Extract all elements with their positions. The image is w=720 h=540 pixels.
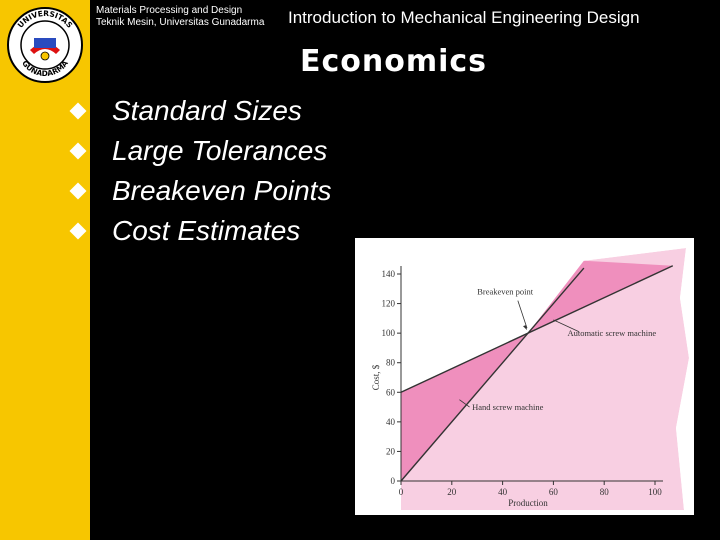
y-axis-label: Cost, $ <box>371 364 381 390</box>
automatic-arrow <box>553 319 579 333</box>
breakeven-chart-svg: 0 20 40 60 80 100 120 140 0 20 40 60 80 100 Production… <box>371 238 694 515</box>
bullet-text: Breakeven Points <box>112 175 332 206</box>
x-tick-label: 100 <box>648 487 662 497</box>
presentation-title: Introduction to Mechanical Engineering D… <box>288 8 640 27</box>
y-tick-label: 80 <box>386 358 396 368</box>
y-tick-label: 120 <box>382 299 396 309</box>
x-tick-label: 60 <box>549 487 559 497</box>
course-name: Materials Processing and Design <box>96 5 243 16</box>
slide-title: Economics <box>300 44 488 79</box>
bullet-text: Cost Estimates <box>112 215 301 246</box>
light-region <box>401 248 689 510</box>
hand-screw-arrow <box>459 399 470 408</box>
y-tick-label: 0 <box>391 476 396 486</box>
x-tick-label: 0 <box>399 487 404 497</box>
y-tick-label: 140 <box>382 269 396 279</box>
automatic-screw-machine-label: Automatic screw machine <box>567 328 656 338</box>
x-axis-label: Production <box>508 498 548 508</box>
x-tick-label: 80 <box>600 487 610 497</box>
hand-screw-machine-line <box>400 267 585 482</box>
breakeven-arrow <box>517 300 528 329</box>
y-tick-label: 60 <box>386 387 396 397</box>
breakeven-chart: 0 20 40 60 80 100 120 140 0 20 40 60 80 100 Production… <box>355 238 694 515</box>
course-header: Materials Processing and Design Teknik M… <box>96 5 264 29</box>
bullet-text: Standard Sizes <box>112 95 302 126</box>
automatic-screw-machine-line <box>400 265 674 393</box>
y-tick-label: 40 <box>386 417 396 427</box>
x-tick-label: 20 <box>447 487 457 497</box>
university-logo: UNIVERSITAS GUNADARMA <box>7 7 83 83</box>
y-tick-label: 20 <box>386 446 396 456</box>
bullet-text: Large Tolerances <box>112 135 328 166</box>
y-tick-label: 100 <box>382 328 396 338</box>
department-name: Teknik Mesin, Universitas Gunadarma <box>96 17 265 28</box>
hand-screw-machine-label: Hand screw machine <box>472 402 544 412</box>
x-tick-label: 40 <box>498 487 508 497</box>
breakeven-point-label: Breakeven point <box>477 287 534 297</box>
sidebar-band <box>0 0 90 540</box>
breakeven-arrowhead <box>523 325 527 331</box>
cost-gap-region-right <box>528 260 673 334</box>
